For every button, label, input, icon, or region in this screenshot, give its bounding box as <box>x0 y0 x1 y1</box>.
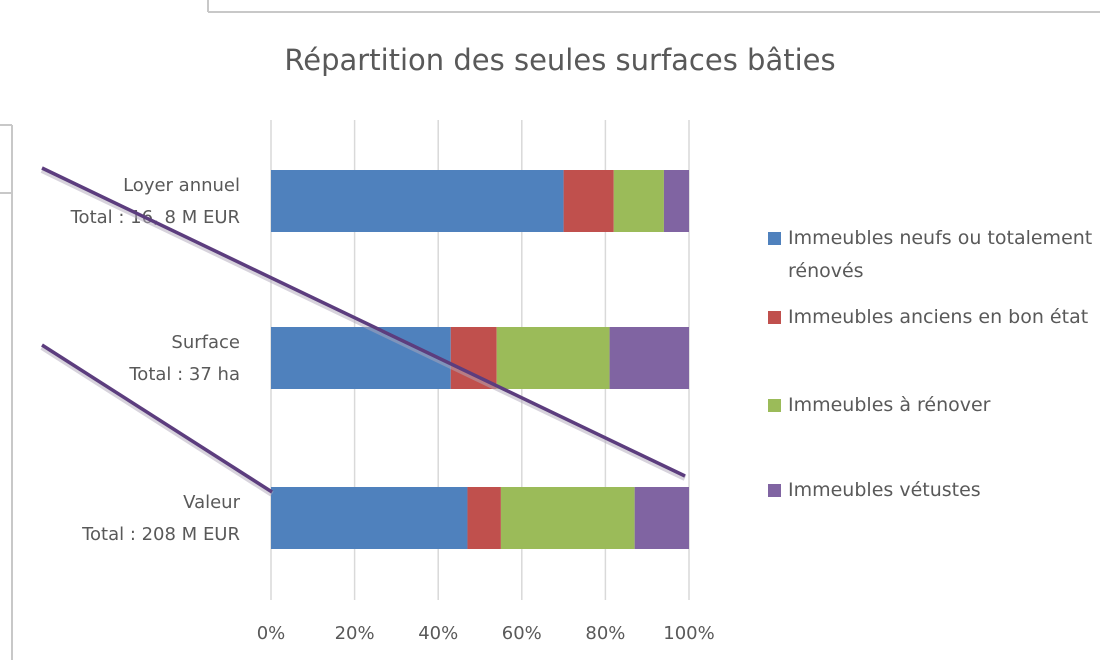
bar-segment <box>663 170 689 232</box>
category-label: Total : 16, 8 M EUR <box>70 207 240 228</box>
bar-segment <box>609 327 689 389</box>
legend-label: Immeubles neufs ou totalement rénovés <box>788 227 1093 282</box>
bar-segment <box>613 170 664 232</box>
bar-segment <box>271 487 468 549</box>
legend-item: Immeubles neufs ou totalement rénovés <box>768 222 1100 288</box>
chart-title: Répartition des seules surfaces bâties <box>284 43 835 77</box>
x-tick-label: 0% <box>257 623 286 644</box>
legend-item: Immeubles vétustes <box>768 474 1100 507</box>
annotation-shadow <box>40 167 687 481</box>
legend-label: Immeubles anciens en bon état <box>788 306 1089 328</box>
x-tick-label: 80% <box>585 623 625 644</box>
bar-segment <box>634 487 689 549</box>
bar-segment <box>563 170 614 232</box>
bar-segment <box>271 170 564 232</box>
category-label: Total : 208 M EUR <box>81 524 240 545</box>
x-tick-label: 20% <box>335 623 375 644</box>
legend-swatch <box>768 311 781 324</box>
bar-segment <box>271 327 451 389</box>
x-tick-label: 100% <box>663 623 714 644</box>
legend-swatch <box>768 232 781 245</box>
bar-segment <box>500 487 635 549</box>
category-label: Loyer annuel <box>123 175 240 196</box>
bar-segment <box>496 327 610 389</box>
legend-item: Immeubles anciens en bon état <box>768 301 1100 334</box>
legend-swatch <box>768 399 781 412</box>
x-tick-label: 40% <box>418 623 458 644</box>
annotation-lines <box>40 166 687 497</box>
legend-swatch <box>768 484 781 497</box>
category-label: Surface <box>171 332 240 353</box>
annotation-line <box>41 166 686 478</box>
legend-label: Immeubles vétustes <box>788 479 981 501</box>
annotation-line <box>41 343 273 494</box>
bar-segment <box>467 487 501 549</box>
legend-item: Immeubles à rénover <box>768 389 1100 422</box>
labels: 0% 20% 40% 60% 80% 100% Loyer annuel Total : 16… <box>70 175 715 644</box>
legend-label: Immeubles à rénover <box>788 394 991 416</box>
x-tick-label: 60% <box>502 623 542 644</box>
category-label: Total : 37 ha <box>128 364 240 385</box>
bars <box>271 170 689 549</box>
category-label: Valeur <box>183 492 240 513</box>
